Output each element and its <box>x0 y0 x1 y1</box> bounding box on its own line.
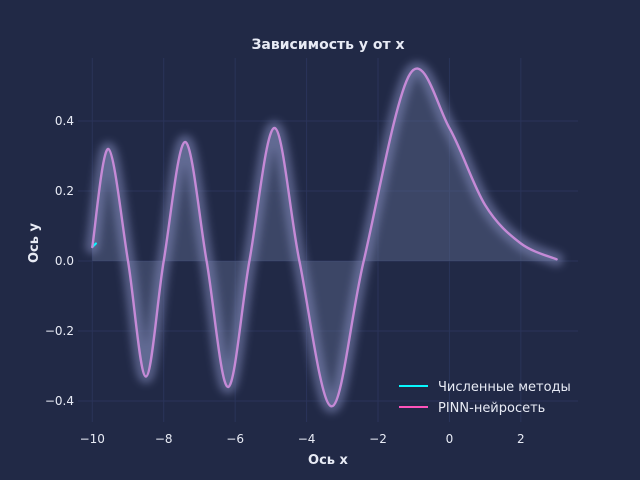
x-tick-label: 0 <box>446 432 454 446</box>
area-fill <box>92 68 557 407</box>
y-tick-label: 0.2 <box>55 184 74 198</box>
y-tick-label: −0.2 <box>45 324 74 338</box>
x-tick-label: −6 <box>226 432 244 446</box>
y-tick-label: −0.4 <box>45 394 74 408</box>
y-tick-label: 0.4 <box>55 114 74 128</box>
x-tick-label: −4 <box>298 432 316 446</box>
series-line-pinn <box>91 67 558 408</box>
y-axis-label: Ось y <box>27 222 42 263</box>
x-tick-label: −10 <box>80 432 105 446</box>
legend: Численные методы PINN-нейросеть <box>399 380 571 416</box>
chart-title: Зависимость y от x <box>251 37 404 53</box>
x-tick-label: −2 <box>369 432 387 446</box>
area-fill-layer <box>92 68 557 407</box>
x-tick-label: −8 <box>155 432 173 446</box>
legend-label-numeric: Численные методы <box>438 380 571 395</box>
legend-label-pinn: PINN-нейросеть <box>438 401 545 416</box>
series-layer <box>91 67 558 408</box>
x-axis-label: Ось x <box>308 453 349 468</box>
x-tick-label: 2 <box>517 432 525 446</box>
tick-labels: −10 −8 −6 −4 −2 0 2 −0.4 −0.2 0.0 0.2 0.4 <box>45 114 525 446</box>
y-tick-label: 0.0 <box>55 254 74 268</box>
